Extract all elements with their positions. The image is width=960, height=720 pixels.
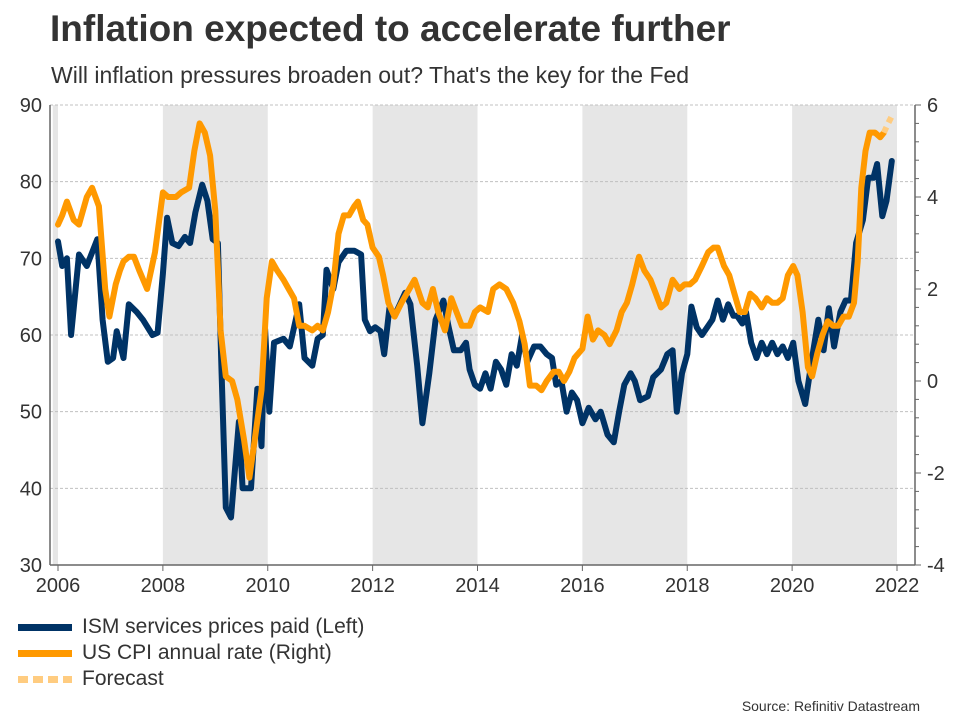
left-tick-label: 60 xyxy=(20,325,42,347)
x-tick-label: 2020 xyxy=(770,575,815,597)
x-tick-label: 2022 xyxy=(875,575,920,597)
chart-title: Inflation expected to accelerate further xyxy=(50,8,731,49)
source-note: Source: Refinitiv Datastream xyxy=(741,698,920,714)
legend-swatch-ism xyxy=(18,623,72,631)
x-tick-label: 2010 xyxy=(246,575,291,597)
left-tick-label: 80 xyxy=(20,172,42,194)
legend-swatch-cpi xyxy=(18,649,72,657)
left-tick-label: 40 xyxy=(20,478,42,500)
legend: ISM services prices paid (Left) US CPI a… xyxy=(18,614,364,692)
right-tick-label: 6 xyxy=(927,95,938,117)
left-tick-label: 30 xyxy=(20,555,42,577)
x-tick-label: 2008 xyxy=(141,575,186,597)
x-tick-label: 2006 xyxy=(36,575,81,597)
right-tick-label: -4 xyxy=(927,555,945,577)
left-tick-label: 50 xyxy=(20,402,42,424)
legend-item-cpi: US CPI annual rate (Right) xyxy=(18,640,364,666)
left-tick-label: 70 xyxy=(20,248,42,270)
series-layer xyxy=(55,112,896,521)
legend-swatch-forecast xyxy=(18,675,72,683)
legend-label-ism: ISM services prices paid (Left) xyxy=(82,615,365,638)
legend-label-cpi: US CPI annual rate (Right) xyxy=(82,641,332,664)
x-tick-label: 2012 xyxy=(350,575,395,597)
x-tick-label: 2016 xyxy=(560,575,605,597)
right-tick-label: 0 xyxy=(927,371,938,393)
legend-label-forecast: Forecast xyxy=(82,667,164,690)
x-tick-label: 2018 xyxy=(665,575,710,597)
series-line-cpi xyxy=(55,120,887,481)
series-line-forecast xyxy=(881,112,896,134)
right-tick-label: 2 xyxy=(927,279,938,301)
series-line-ism xyxy=(55,158,895,521)
right-tick-label: -2 xyxy=(927,463,945,485)
chart-subtitle: Will inflation pressures broaden out? Th… xyxy=(51,62,690,88)
legend-item-ism: ISM services prices paid (Left) xyxy=(18,614,364,640)
left-tick-label: 90 xyxy=(20,95,42,117)
gridlines-layer xyxy=(50,104,915,489)
right-tick-label: 4 xyxy=(927,187,938,209)
legend-item-forecast: Forecast xyxy=(18,666,364,692)
x-tick-label: 2014 xyxy=(455,575,500,597)
